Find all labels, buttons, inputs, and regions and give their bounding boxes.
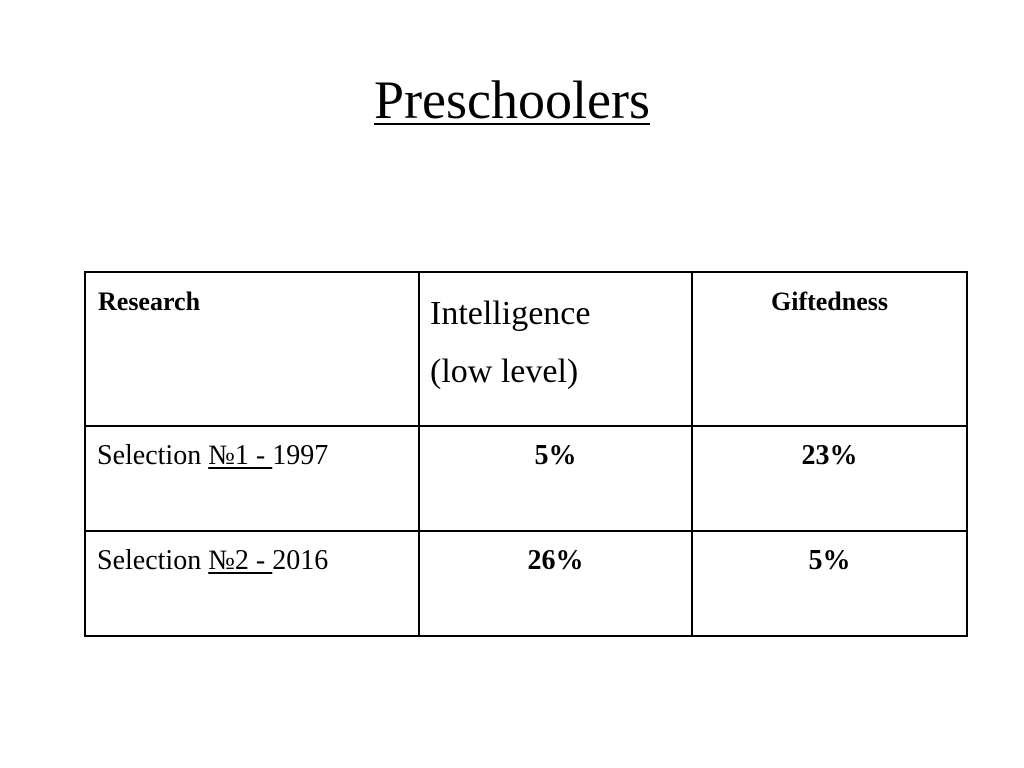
table-row: Selection №1 - 1997 5% 23% [84,425,968,532]
intelligence-value: 5% [534,440,577,471]
row-label-number: №1 - [208,440,273,471]
row-label-prefix: Selection [97,545,209,576]
header-intelligence: Intelligence (low level) [420,273,691,402]
row-label-year: 2016 [272,545,329,576]
slide-title-text: Preschoolers [374,70,650,130]
table-row: Selection №2 - 2016 26% 5% [84,530,968,637]
row-label-number: №2 - [208,545,273,576]
intelligence-cell: 5% [418,425,693,532]
row-label-year: 1997 [272,440,329,471]
header-research: Research [98,287,201,316]
data-table: Research Intelligence (low level) Gifted… [84,271,968,637]
header-cell-intelligence: Intelligence (low level) [418,271,693,427]
giftedness-cell: 23% [691,425,968,532]
header-cell-research: Research [84,271,420,427]
giftedness-value: 23% [801,440,858,471]
giftedness-cell: 5% [691,530,968,637]
header-cell-giftedness: Giftedness [691,271,968,427]
slide-title: Preschoolers [0,68,1024,133]
header-giftedness: Giftedness [771,287,888,316]
row-label-cell: Selection №2 - 2016 [84,530,420,637]
header-intelligence-line1: Intelligence [430,295,591,332]
row-label-prefix: Selection [97,440,209,471]
giftedness-value: 5% [808,545,851,576]
row-label: Selection №1 - 1997 [86,427,418,473]
intelligence-value: 26% [527,545,584,576]
row-label: Selection №2 - 2016 [86,532,418,578]
row-label-cell: Selection №1 - 1997 [84,425,420,532]
intelligence-cell: 26% [418,530,693,637]
table-header-row: Research Intelligence (low level) Gifted… [84,271,968,427]
header-intelligence-line2: (low level) [430,353,579,391]
